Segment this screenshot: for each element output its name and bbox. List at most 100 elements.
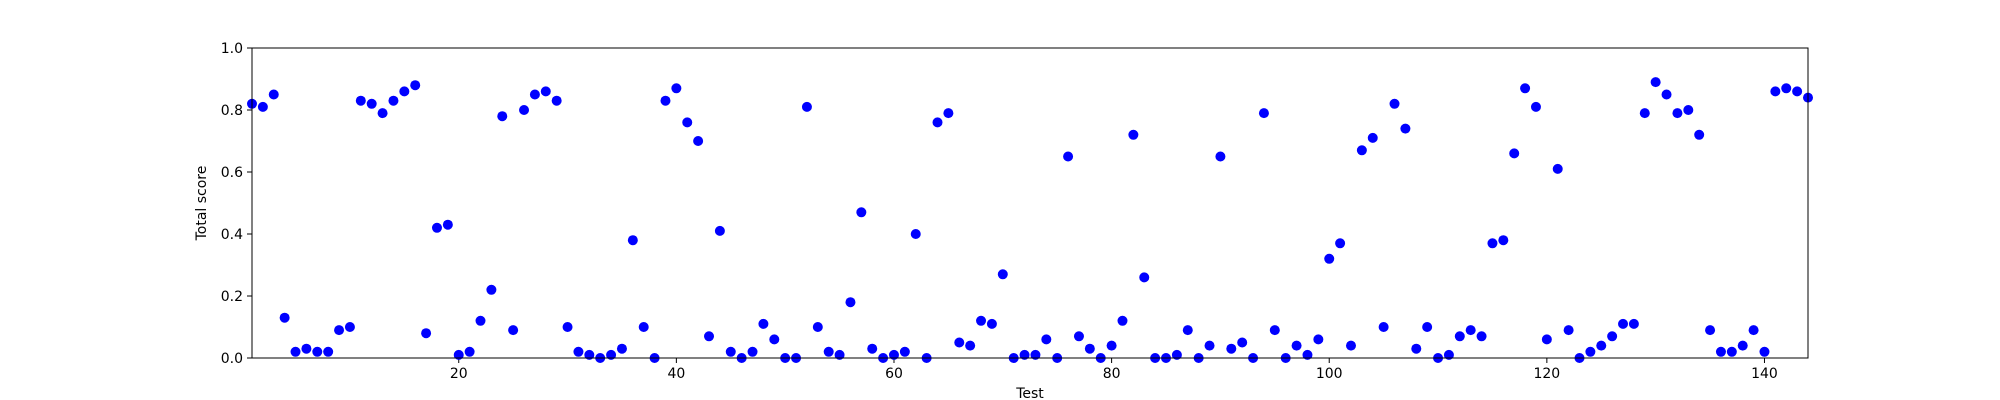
data-point	[1530, 101, 1541, 112]
data-point	[1313, 334, 1324, 345]
y-tick-label: 0.4	[221, 227, 243, 243]
data-point	[1585, 346, 1596, 357]
data-point	[1759, 346, 1770, 357]
data-point	[431, 222, 442, 233]
data-point	[268, 89, 279, 100]
data-point	[1367, 132, 1378, 143]
data-point	[399, 86, 410, 97]
data-point	[1389, 98, 1400, 109]
data-point	[573, 346, 584, 357]
data-point	[355, 95, 366, 106]
data-point	[334, 325, 345, 336]
data-point	[943, 108, 954, 119]
data-point	[899, 346, 910, 357]
data-point	[475, 315, 486, 326]
data-point	[704, 331, 715, 342]
data-point	[1618, 318, 1629, 329]
data-point	[714, 225, 725, 236]
data-point	[323, 346, 334, 357]
data-point	[1237, 337, 1248, 348]
x-axis-label: Test	[1015, 386, 1044, 400]
data-point	[1139, 272, 1150, 283]
data-point	[997, 269, 1008, 280]
data-point	[986, 318, 997, 329]
data-point	[1063, 151, 1074, 162]
y-tick-label: 0.2	[221, 289, 243, 305]
tick-layer: 20 40 60 80 100 120 140 0.0 0.2 0.4 0.6 0.8 1.0	[221, 41, 1778, 382]
data-point	[1106, 340, 1117, 351]
data-point	[682, 117, 693, 128]
data-point	[1792, 86, 1803, 97]
data-point	[888, 349, 899, 360]
data-point	[529, 89, 540, 100]
data-point	[279, 312, 290, 323]
y-tick-label: 0.8	[221, 103, 243, 119]
data-point	[910, 229, 921, 239]
x-tick-label: 120	[1533, 366, 1560, 382]
data-point	[954, 337, 965, 348]
data-point	[606, 349, 617, 360]
data-point	[834, 349, 845, 360]
data-point	[562, 322, 573, 332]
data-point	[1683, 105, 1694, 115]
data-point	[1356, 145, 1367, 156]
points-layer	[247, 77, 1813, 363]
data-point	[301, 343, 312, 354]
x-tick-label: 20	[450, 366, 468, 382]
data-point	[1552, 163, 1563, 174]
data-point	[1019, 349, 1030, 360]
data-point	[1737, 340, 1748, 351]
data-point	[1726, 346, 1737, 357]
data-point	[627, 235, 638, 246]
data-point	[758, 318, 769, 329]
data-point	[257, 101, 268, 112]
data-point	[1128, 129, 1139, 140]
data-point	[823, 346, 834, 357]
data-point	[344, 322, 355, 332]
data-point	[1269, 325, 1280, 336]
data-point	[1171, 349, 1182, 360]
x-tick-label: 60	[885, 366, 903, 382]
data-point	[1335, 238, 1346, 249]
data-point	[965, 340, 976, 351]
data-point	[366, 98, 377, 109]
data-point	[442, 219, 453, 230]
data-point	[540, 86, 551, 97]
data-point	[1411, 343, 1422, 354]
data-point	[1770, 86, 1781, 97]
data-point	[497, 111, 508, 122]
data-point	[584, 349, 595, 360]
data-point	[1672, 108, 1683, 119]
data-point	[1291, 340, 1302, 351]
data-point	[1084, 343, 1095, 354]
data-point	[693, 136, 704, 146]
data-point	[1204, 340, 1215, 351]
data-point	[725, 346, 736, 357]
data-point	[453, 349, 464, 360]
plot-frame	[251, 47, 1809, 359]
data-point	[1302, 349, 1313, 360]
data-point	[1400, 123, 1411, 134]
data-point	[464, 346, 475, 357]
data-point	[845, 297, 856, 308]
data-point	[801, 101, 812, 112]
data-point	[312, 346, 323, 357]
data-point	[1487, 238, 1498, 249]
data-point	[932, 117, 943, 128]
data-point	[1628, 318, 1639, 329]
x-tick-label: 140	[1751, 366, 1778, 382]
data-point	[1443, 349, 1454, 360]
data-point	[1182, 325, 1193, 336]
data-point	[1705, 325, 1716, 336]
data-point	[551, 95, 562, 106]
data-point	[421, 328, 432, 339]
x-tick-label: 80	[1103, 366, 1121, 382]
data-point	[1781, 83, 1792, 94]
data-point	[508, 325, 519, 336]
data-point	[812, 322, 823, 332]
data-point	[1041, 334, 1052, 345]
data-point	[1345, 340, 1356, 351]
data-point	[1454, 331, 1465, 342]
data-point	[1030, 349, 1041, 360]
